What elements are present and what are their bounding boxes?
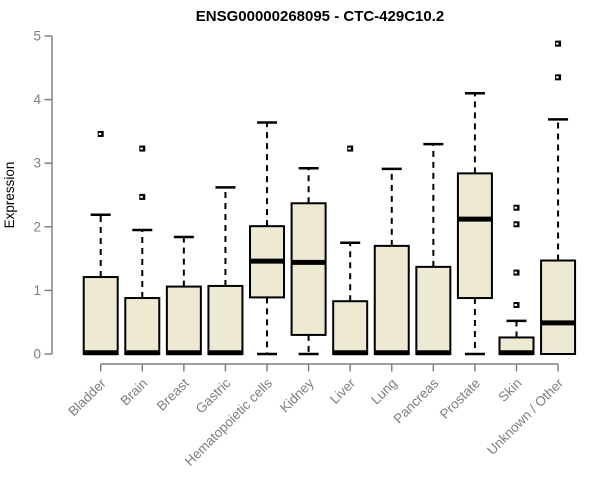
box-skin bbox=[498, 204, 535, 356]
plot-area bbox=[82, 40, 577, 356]
outlier-point-center bbox=[140, 147, 143, 150]
iqr-box bbox=[82, 276, 119, 356]
y-axis: 0 1 2 3 4 5 bbox=[33, 29, 53, 362]
x-tick-label-skin: Skin bbox=[495, 376, 524, 405]
x-tick-label-brain: Brain bbox=[118, 376, 151, 409]
outlier-point-center bbox=[556, 42, 559, 45]
outlier-point-center bbox=[348, 147, 351, 150]
iqr-box bbox=[373, 244, 410, 356]
box-kidney bbox=[290, 167, 327, 356]
outlier-point-center bbox=[556, 76, 559, 79]
box-pancreas bbox=[415, 142, 452, 356]
box-lung bbox=[373, 167, 410, 356]
box-brain bbox=[124, 145, 161, 356]
iqr-box bbox=[332, 300, 369, 356]
chart-title: ENSG00000268095 - CTC-429C10.2 bbox=[196, 8, 444, 25]
x-tick-label-kidney: Kidney bbox=[277, 375, 317, 415]
iqr-box bbox=[124, 297, 161, 356]
box-breast bbox=[165, 235, 202, 356]
box-unknown-other bbox=[540, 40, 577, 355]
box-gastric bbox=[207, 186, 244, 356]
y-tick-label: 1 bbox=[33, 283, 41, 298]
y-tick-label: 2 bbox=[33, 219, 41, 234]
x-tick-label-unknown-other: Unknown / Other bbox=[484, 375, 567, 458]
outlier-point-center bbox=[514, 206, 517, 209]
x-tick-label-breast: Breast bbox=[154, 375, 192, 413]
y-tick-label: 0 bbox=[33, 347, 41, 362]
x-tick-label-liver: Liver bbox=[327, 375, 359, 407]
outlier-point-center bbox=[514, 271, 517, 274]
iqr-box bbox=[207, 284, 244, 355]
y-tick-label: 4 bbox=[33, 92, 41, 107]
iqr-box bbox=[456, 172, 493, 300]
box-hematopoietic-cells bbox=[249, 121, 286, 356]
outlier-point-center bbox=[98, 132, 102, 135]
y-axis-title: Expression bbox=[2, 162, 17, 229]
y-tick-label: 3 bbox=[33, 156, 41, 171]
outlier-point-center bbox=[514, 223, 517, 226]
iqr-box bbox=[415, 265, 452, 356]
box-prostate bbox=[456, 91, 493, 356]
iqr-box bbox=[540, 259, 577, 355]
outlier-point-center bbox=[514, 304, 517, 307]
x-tick-label-gastric: Gastric bbox=[193, 375, 234, 416]
x-tick-label-prostate: Prostate bbox=[437, 376, 483, 422]
box-bladder bbox=[82, 130, 119, 356]
x-tick-label-pancreas: Pancreas bbox=[391, 375, 442, 426]
x-tick-label-lung: Lung bbox=[368, 376, 400, 408]
outlier-point-center bbox=[140, 195, 143, 198]
iqr-box bbox=[165, 285, 202, 356]
x-tick-label-bladder: Bladder bbox=[65, 375, 109, 419]
y-tick-label: 5 bbox=[33, 29, 41, 44]
box-liver bbox=[332, 145, 369, 356]
iqr-box bbox=[290, 202, 327, 336]
